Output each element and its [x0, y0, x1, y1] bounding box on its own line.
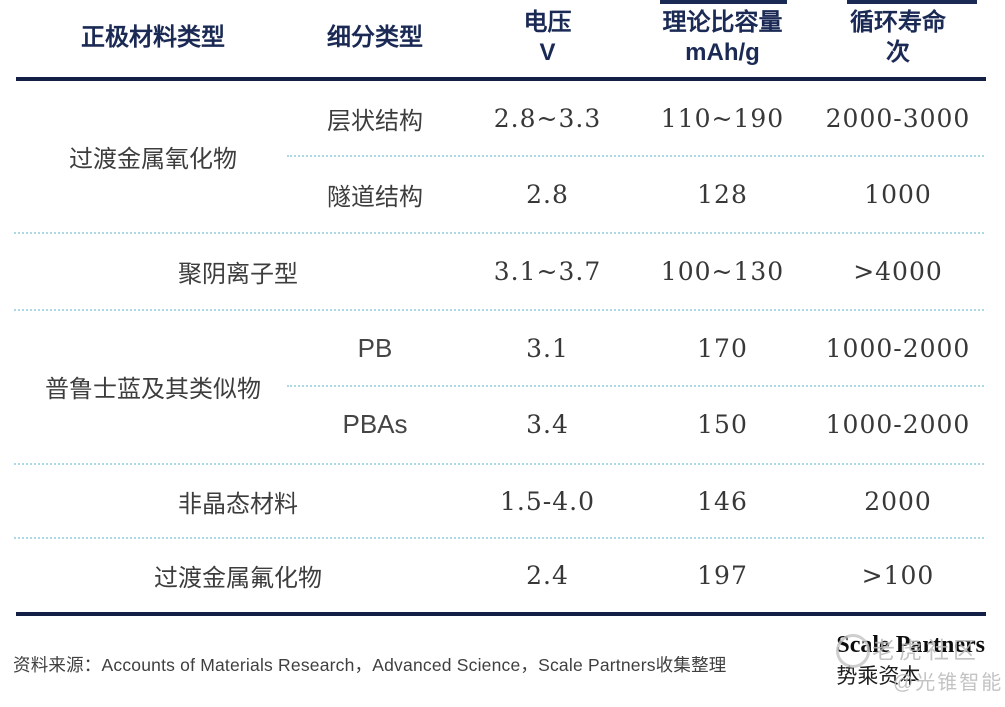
capacity-cell: 128: [697, 179, 748, 209]
table-row: 聚阴离子型 3.1~3.7 100~130 >4000: [0, 234, 1005, 308]
voltage-cell: 2.8: [526, 179, 569, 209]
cropped-text-remnant: [847, 0, 977, 4]
column-header-label: 电压: [523, 9, 572, 36]
row-divider-full: [14, 537, 984, 539]
column-header-capacity: 理论比容量 mAh/g: [635, 6, 810, 70]
voltage-cell: 3.1: [526, 333, 569, 363]
group-label-text: 普鲁士蓝及其类似物: [45, 375, 261, 403]
cropped-text-remnant: [660, 0, 787, 4]
voltage-cell: 3.4: [526, 410, 569, 439]
row-divider-partial: [287, 155, 984, 157]
column-header-label: 理论比容量: [662, 9, 783, 36]
table-row: 过渡金属氟化物 2.4 197 >100: [0, 539, 1005, 611]
column-header-voltage: 电压 V: [460, 6, 635, 70]
group-label-prussian-blue: 普鲁士蓝及其类似物: [16, 311, 290, 461]
voltage-cell: 1.5-4.0: [500, 486, 595, 516]
capacity-cell: 146: [697, 486, 748, 516]
voltage-cell: 3.1~3.7: [493, 256, 602, 286]
material-type-cell: 聚阴离子型: [178, 260, 298, 288]
table-row: 隧道结构 2.8 128 1000: [0, 157, 1005, 231]
column-header-label: 循环寿命: [850, 9, 946, 36]
capacity-cell: 110~190: [660, 103, 785, 133]
capacity-cell: 170: [697, 333, 748, 363]
column-header-label: 正极材料类型: [81, 24, 225, 51]
cycle-cell: >100: [861, 560, 935, 590]
cycle-cell: 2000-3000: [825, 103, 971, 133]
group-label-transition-metal-oxide: 过渡金属氧化物: [16, 81, 290, 231]
capacity-cell: 197: [697, 560, 748, 590]
column-header-cycle-life: 循环寿命 次: [810, 6, 986, 70]
voltage-cell: 2.4: [526, 560, 569, 590]
voltage-cell: 2.8~3.3: [493, 103, 602, 133]
header-rule: [16, 77, 986, 81]
cycle-cell: >4000: [853, 256, 943, 286]
brand-name-cn: 势乘资本: [836, 664, 921, 688]
row-divider-full: [14, 232, 984, 234]
table-bottom-rule: [16, 612, 986, 616]
group-label-text: 过渡金属氧化物: [69, 145, 237, 173]
column-header-unit: V: [539, 39, 556, 66]
column-header-unit: 次: [886, 39, 910, 66]
column-header-material-type: 正极材料类型: [16, 6, 290, 70]
material-type-cell: 过渡金属氟化物: [154, 564, 322, 592]
column-header-unit: mAh/g: [685, 39, 760, 66]
table-row: PBAs 3.4 150 1000-2000: [0, 387, 1005, 462]
table-row: 层状结构 2.8~3.3 110~190 2000-3000: [0, 81, 1005, 155]
source-note: 资料来源：Accounts of Materials Research，Adva…: [13, 655, 727, 675]
column-header-subtype: 细分类型: [290, 6, 460, 70]
material-type-cell: 非晶态材料: [178, 490, 298, 518]
capacity-cell: 100~130: [660, 256, 785, 286]
row-divider-full: [14, 309, 984, 311]
row-divider-partial: [287, 385, 984, 387]
table-row: PB 3.1 170 1000-2000: [0, 311, 1005, 385]
cycle-cell: 2000: [864, 486, 932, 516]
capacity-cell: 150: [697, 410, 748, 439]
subtype-cell: 层状结构: [327, 107, 423, 135]
column-header-label: 细分类型: [327, 24, 423, 51]
subtype-cell: PB: [357, 332, 393, 363]
row-divider-full: [14, 463, 984, 465]
cycle-cell: 1000-2000: [825, 410, 971, 439]
cycle-cell: 1000: [864, 179, 932, 209]
watermark-ring: [836, 634, 870, 668]
subtype-cell: PBAs: [342, 409, 408, 439]
subtype-cell: 隧道结构: [327, 183, 423, 211]
cycle-cell: 1000-2000: [825, 333, 971, 363]
table-row: 非晶态材料 1.5-4.0 146 2000: [0, 465, 1005, 537]
